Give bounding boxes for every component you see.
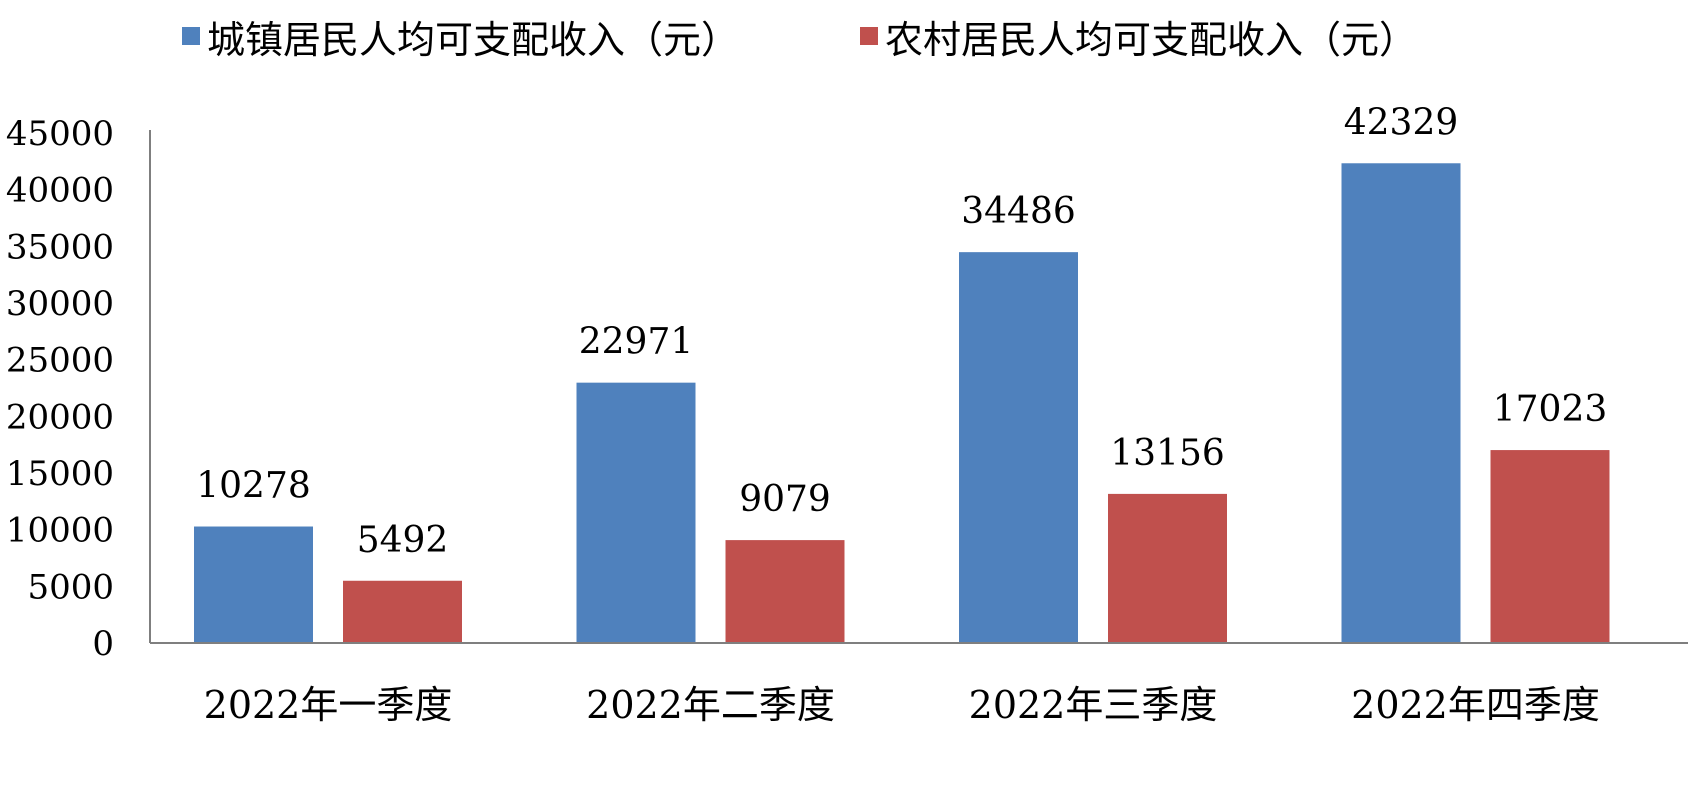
y-tick-label: 35000	[6, 227, 114, 267]
legend-label-1: 城镇居民人均可支配收入（元）	[207, 18, 739, 62]
y-tick-label: 5000	[27, 567, 114, 607]
y-tick-label: 15000	[6, 454, 114, 494]
data-label-urban-3: 34486	[961, 191, 1076, 232]
bar-urban-2	[576, 382, 696, 643]
bar-rural-3	[1108, 493, 1227, 643]
bar-urban-3	[959, 252, 1078, 643]
data-label-rural-1: 5492	[357, 520, 449, 561]
y-axis-ticks: 0 5000 10000 15000 20000 25000 30000 35000 40000…	[6, 114, 114, 664]
data-label-rural-4: 17023	[1493, 389, 1608, 430]
data-label-rural-3: 13156	[1110, 433, 1225, 474]
y-tick-label: 45000	[6, 114, 114, 154]
bar-urban-1	[194, 526, 313, 643]
data-label-urban-1: 10278	[196, 466, 311, 507]
data-label-rural-2: 9079	[739, 479, 831, 520]
y-tick-label: 0	[92, 624, 114, 664]
x-category-label: 2022年四季度	[1351, 683, 1600, 727]
bar-rural-2	[725, 540, 845, 643]
data-labels: 10278 5492 22971 9079 34486 13156 42329 17023	[196, 102, 1607, 560]
data-label-urban-4: 42329	[1344, 102, 1459, 143]
legend-swatch-1	[182, 27, 200, 45]
data-label-urban-2: 22971	[579, 322, 694, 363]
bar-rural-4	[1490, 450, 1610, 643]
x-category-label: 2022年三季度	[969, 683, 1218, 727]
x-category-label: 2022年二季度	[586, 683, 835, 727]
y-tick-label: 30000	[6, 284, 114, 324]
y-tick-label: 40000	[6, 171, 114, 211]
y-tick-label: 20000	[6, 397, 114, 437]
x-axis-categories: 2022年一季度 2022年二季度 2022年三季度 2022年四季度	[204, 683, 1600, 727]
legend-label-2: 农村居民人均可支配收入（元）	[885, 18, 1417, 62]
axes	[149, 130, 1688, 644]
legend-swatch-2	[860, 27, 878, 45]
legend: 城镇居民人均可支配收入（元） 农村居民人均可支配收入（元）	[182, 18, 1417, 62]
bars	[194, 163, 1610, 643]
bar-rural-1	[343, 580, 462, 643]
bar-urban-4	[1341, 163, 1461, 643]
x-category-label: 2022年一季度	[204, 683, 453, 727]
y-tick-label: 10000	[6, 511, 114, 551]
y-tick-label: 25000	[6, 341, 114, 381]
